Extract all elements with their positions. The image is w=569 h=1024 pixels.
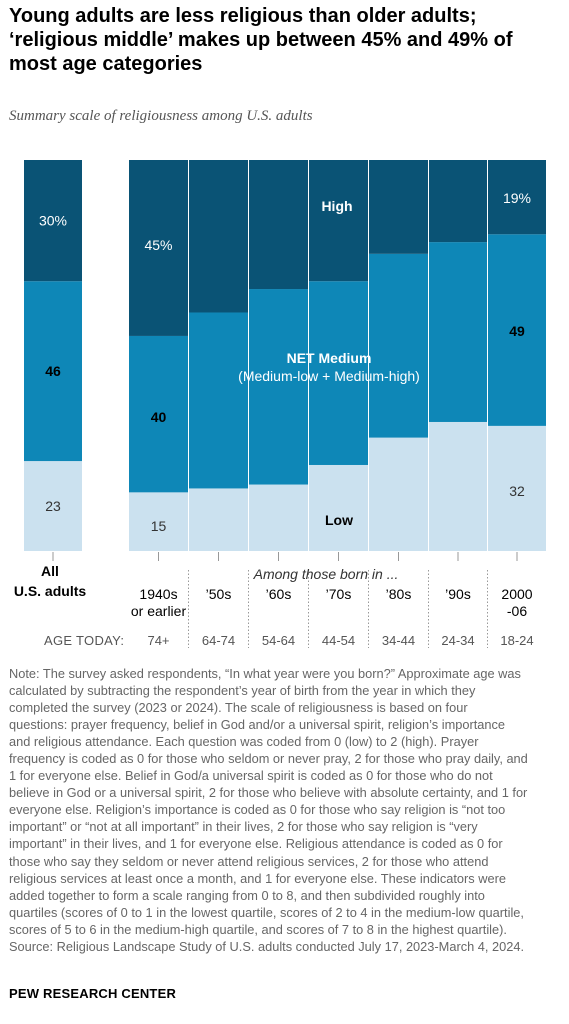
note-line: scores of 5 to 6 in the medium-high quar… [9,921,507,937]
note-line: and religious attendance. Each question … [9,734,479,750]
x-label-all: U.S. adults [14,583,87,599]
x-tick-label: 1940s [139,586,177,602]
bar-segment-high [488,160,546,235]
bar-segment-medium [369,253,428,438]
band-label-high: High [321,198,352,214]
age-label: 74+ [147,633,169,648]
bar-segment-medium [129,335,188,493]
note-line: believe in God or a universal spirit, 2 … [9,785,528,801]
x-tick-label: 2000 [501,586,532,602]
age-label: 24-34 [441,633,474,648]
data-label-high: 19% [503,190,531,206]
bar-segment-low [309,464,368,551]
age-label: 54-64 [262,633,295,648]
bar-segment-low [429,421,487,551]
note-line: completed the survey (2023 or 2024). The… [9,700,468,716]
bar-segment-high [309,160,368,282]
x-tick-label: -06 [507,603,527,619]
note-line: important” in their lives, and 1 for eve… [9,836,503,852]
bar-segment-low [249,484,308,551]
bar-segment-low [369,437,428,551]
data-label-low: 15 [151,518,167,534]
stacked-bar-chart: 30% 46 23 45% 40 15 19% 49 32 High NET Medium (Medi… [14,160,546,648]
x-label-all: All [41,563,59,579]
bar-segment-medium [429,242,487,422]
bar-segment-medium [309,281,368,465]
note-line: questions: prayer frequency, belief in G… [9,717,506,733]
source-credit: PEW RESEARCH CENTER [9,986,177,1001]
bar-segment-low [24,461,82,551]
x-tick-label: ’70s [326,586,352,602]
bar-segment-medium [189,312,248,489]
band-label-low: Low [325,512,353,528]
bar-segment-low [129,492,188,551]
bar-segment-medium [24,281,82,462]
data-label-high: 30% [39,213,67,229]
data-label-medium: 46 [45,363,61,379]
age-label: 64-74 [202,633,235,648]
note-line: important” or “not at all important” in … [9,819,478,835]
data-label-high: 45% [144,237,172,253]
data-label-medium: 40 [151,409,167,425]
age-label: 44-54 [322,633,355,648]
note-line: Source: Religious Landscape Study of U.S… [9,938,525,954]
note-line: calculated by subtracting the respondent… [9,683,476,699]
note-line: added together to form a scale ranging f… [9,887,485,903]
chart-subtitle: Summary scale of religiousness among U.S… [9,108,313,124]
data-label-low: 23 [45,498,61,514]
x-tick-label: ’80s [386,586,412,602]
bar-segment-high [369,160,428,254]
x-tick-label: ’50s [206,586,232,602]
x-tick-label: or earlier [131,603,187,619]
bar-segment-low [189,488,248,551]
age-label: 34-44 [382,633,415,648]
bar-segment-high [129,160,188,336]
bar-segment-high [249,160,308,290]
x-tick-label: ’60s [266,586,292,602]
data-label-medium: 49 [509,323,525,339]
note-line: frequency is coded as 0 for those who se… [9,751,528,767]
note-line: 1 for everyone else. Belief in God/a uni… [9,768,493,784]
chart-title: Young adults are less religious than old… [9,5,513,75]
band-label-medium: NET Medium [287,350,372,366]
bar-segment-high [24,160,82,282]
bar-segment-medium [249,289,308,485]
note-line: Note: The survey asked respondents, “In … [9,666,521,681]
x-axis-note: Among those born in ... [253,566,399,582]
age-axis-label: AGE TODAY: [44,633,124,648]
note-line: everyone else. Religion’s importance is … [9,802,506,818]
bar-segment-high [189,160,248,313]
x-tick-label: ’90s [445,586,471,602]
age-label: 18-24 [500,633,533,648]
chart-note: Note: The survey asked respondents, “In … [9,665,563,955]
note-line: religious services at least once a month… [9,870,506,886]
note-line: those who say they seldom or never atten… [9,853,489,869]
note-line: quartiles (scores of 0 to 1 in the lowes… [9,904,524,920]
band-label-medium-sub: (Medium-low + Medium-high) [238,368,420,384]
bar-segment-high [429,160,487,243]
bar-segment-medium [488,234,546,426]
data-label-low: 32 [509,483,525,499]
bar-segment-low [488,425,546,551]
